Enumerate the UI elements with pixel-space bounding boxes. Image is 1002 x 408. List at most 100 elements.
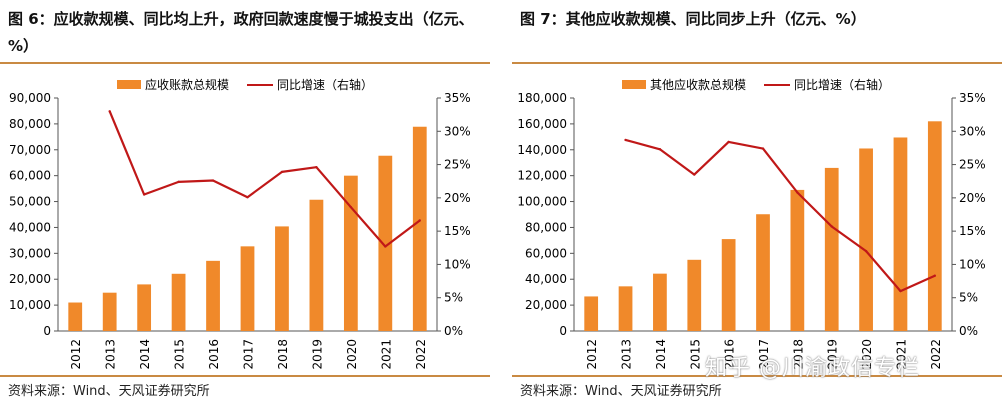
y-tick-label: 50,000 [9,195,51,209]
growth-point [658,148,662,151]
x-tick-label: 2019 [826,339,840,370]
growth-point [899,289,902,293]
bar [927,121,942,331]
legend-label-bar: 其他应收款总规模 [650,77,746,92]
divider-bottom [0,375,490,377]
x-tick-label: 2013 [104,339,118,370]
bar [756,214,770,331]
growth-point [830,225,833,228]
y-tick-label: 80,000 [525,220,567,234]
x-tick-label: 2013 [620,339,634,370]
growth-point [796,191,799,194]
y-tick-label: 30,000 [9,246,51,260]
y2-tick-label: 25% [444,158,471,172]
growth-point [177,180,180,184]
divider-top [512,62,1002,64]
x-tick-label: 2016 [207,339,221,370]
x-tick-label: 2015 [173,339,187,370]
legend-label-bar: 应收账款总规模 [145,77,229,92]
bar [687,259,702,331]
bar-line-chart: 应收账款总规模 同比增速（右轴） 0 10,000 20,000 30,000 40,000… [9,77,471,370]
y-tick-label: 100,000 [517,195,567,209]
y-tick-label: 20,000 [525,298,567,312]
x-tick-label: 2012 [69,339,83,370]
y2-tick-label: 5% [959,291,978,305]
chart-panel-left: 图 6：应收款规模、同比均上升，政府回款速度慢于城投支出（亿元、%） 应收账款总… [0,0,490,408]
growth-line [108,110,421,248]
bar [721,239,736,331]
legend: 其他应收款总规模 同比增速（右轴） [622,77,890,92]
x-tick-label: 2014 [138,339,152,370]
growth-point [727,140,730,144]
bar [275,226,289,331]
y-tick-label: 60,000 [525,246,567,260]
bar [102,292,117,331]
x-tick-label: 2017 [242,339,256,370]
y2-tick-label: 0% [444,324,463,338]
x-tick-label: 2022 [929,339,943,370]
y-tick-label: 10,000 [9,298,51,312]
y2-tick-label: 5% [444,291,463,305]
bar [412,126,427,331]
growth-point [693,173,696,176]
x-tick-label: 2018 [276,339,290,370]
y-tick-label: 0 [559,324,567,338]
y-tick-label: 70,000 [9,143,51,157]
y2-tick-label: 20% [444,191,471,205]
chart-title: 图 6：应收款规模、同比均上升，政府回款速度慢于城投支出（亿元、%） [8,10,474,55]
growth-point [246,195,249,199]
bar [68,302,83,331]
growth-point [142,193,146,196]
y-tick-label: 40,000 [525,272,567,286]
bar [137,284,152,331]
x-tick-label: 2018 [791,339,805,370]
x-tick-label: 2017 [757,339,771,370]
x-tick-label: 2021 [894,339,908,370]
bar [343,175,358,331]
growth-point [624,138,627,142]
x-tick-label: 2020 [860,339,874,370]
bar [824,167,839,331]
y2-tick-label: 0% [959,324,978,338]
growth-point [280,170,284,174]
y-tick-label: 120,000 [517,169,567,183]
y-tick-label: 140,000 [517,143,567,157]
y-tick-label: 90,000 [9,91,51,105]
y2-tick-label: 35% [444,91,471,105]
y-tick-label: 180,000 [517,91,567,105]
y2-tick-label: 25% [959,158,986,172]
bar [790,189,805,331]
y2-tick-label: 30% [444,124,471,138]
source-note: 资料来源：Wind、天风证券研究所 [520,384,722,399]
source-note: 资料来源：Wind、天风证券研究所 [8,384,210,399]
bar [859,148,873,331]
bar [893,137,908,331]
y2-tick-label: 35% [959,91,986,105]
y2-tick-label: 15% [959,224,986,238]
x-tick-label: 2021 [379,339,393,370]
divider-bottom [512,375,1002,377]
y2-tick-label: 10% [444,257,471,271]
y2-tick-label: 20% [959,191,986,205]
y-tick-label: 0 [43,324,51,338]
x-tick-label: 2022 [414,339,428,370]
growth-point [384,245,387,248]
bar [206,260,220,331]
bar [240,246,255,331]
bar [653,273,667,331]
bar-line-chart: 其他应收款总规模 同比增速（右轴） 0 20,000 40,000 60,000 80,00… [517,77,986,370]
legend-label-line: 同比增速（右轴） [277,77,373,92]
growth-point [211,179,215,182]
chart-panel-right: 图 7：其他应收款规模、同比同步上升（亿元、%） 其他应收款总规模 同比增速（右轴… [512,0,1002,408]
growth-point [108,110,111,113]
bar [309,199,324,331]
bar [584,296,599,331]
y2-tick-label: 30% [959,124,986,138]
x-tick-label: 2012 [585,339,599,370]
legend-label-line: 同比增速（右轴） [794,77,890,92]
growth-line [625,138,936,293]
x-tick-label: 2016 [723,339,737,370]
x-tick-label: 2015 [688,339,702,370]
y-tick-label: 40,000 [9,220,51,234]
y-tick-label: 20,000 [9,272,51,286]
